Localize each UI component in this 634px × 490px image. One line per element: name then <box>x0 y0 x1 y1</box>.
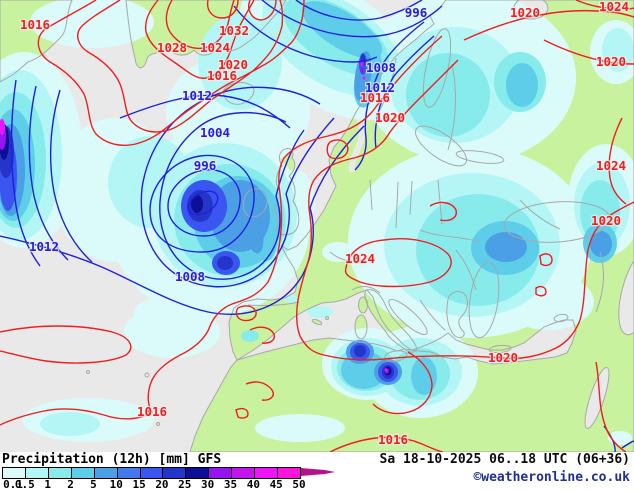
scale-tick-label: 0.5 <box>14 478 35 490</box>
scale-segment <box>48 468 72 478</box>
scale-tick-label: 35 <box>223 478 238 490</box>
isobar-label-1020: 1020 <box>488 350 518 365</box>
isobar-label-1020: 1020 <box>591 213 621 228</box>
scale-tick-label: 10 <box>109 478 123 490</box>
isobar-label-1016: 1016 <box>207 68 237 83</box>
scale-tick-labels: 0.1 0.5 1 2 5 10 15 20 25 30 35 40 45 50 <box>0 478 340 490</box>
isobar-label-1016: 1016 <box>378 432 408 447</box>
scale-tick-label: 40 <box>246 478 260 490</box>
scale-segment <box>117 468 141 478</box>
isobar-label-1016: 1016 <box>360 90 390 105</box>
precipitation-scale <box>2 467 301 479</box>
legend-title: Precipitation (12h) [mm] GFS <box>2 452 222 467</box>
forecast-datetime: Sa 18-10-2025 06..18 UTC (06+36) <box>379 452 630 467</box>
scale-segment <box>71 468 95 478</box>
isobar-label-996: 996 <box>194 158 217 173</box>
scale-overflow-arrow <box>301 468 335 476</box>
copyright-link[interactable]: ©weatheronline.co.uk <box>473 470 630 485</box>
scale-segment <box>140 468 164 478</box>
isobar-label-1020: 1020 <box>596 54 626 69</box>
scale-tick-label: 30 <box>201 478 215 490</box>
scale-segment <box>163 468 187 478</box>
legend-bar: Precipitation (12h) [mm] GFS 0.1 0.5 1 2 5 10… <box>0 452 634 490</box>
scale-segment <box>186 468 210 478</box>
scale-segment <box>3 468 26 478</box>
scale-segment <box>209 468 233 478</box>
scale-tick-label: 2 <box>67 478 74 490</box>
scale-segment <box>25 468 49 478</box>
isobar-label-1012: 1012 <box>365 80 395 95</box>
scale-tick-label: 25 <box>178 478 192 490</box>
scale-tick-label: 20 <box>155 478 169 490</box>
scale-segment <box>255 468 279 478</box>
isobar-label-1024: 1024 <box>596 158 626 173</box>
isobar-label-1020: 1020 <box>375 110 405 125</box>
scale-segment <box>232 468 256 478</box>
isobar-label-1020: 1020 <box>218 57 248 72</box>
scale-tick-label: 1 <box>44 478 51 490</box>
scale-segment <box>278 468 300 478</box>
isobar-label-1012: 1012 <box>29 239 59 254</box>
isobar-label-1032: 1032 <box>219 23 249 38</box>
scale-tick-label: 45 <box>269 478 283 490</box>
isobar-label-1012: 1012 <box>182 88 212 103</box>
scale-tick-label: 50 <box>292 478 306 490</box>
isobar-label-1004: 1004 <box>200 125 230 140</box>
isobar-label-1008: 1008 <box>175 269 205 284</box>
isobar-label-1028: 1028 <box>157 40 187 55</box>
isobar-label-1016: 1016 <box>20 17 50 32</box>
isobar-label-1024: 1024 <box>599 0 629 14</box>
isobars-red <box>0 0 634 452</box>
isobars-blue <box>0 0 634 452</box>
isobar-label-1020: 1020 <box>510 5 540 20</box>
isobar-label-1024: 1024 <box>200 40 230 55</box>
isobar-label-1008: 1008 <box>366 60 396 75</box>
isobar-label-1024: 1024 <box>345 251 375 266</box>
isobar-label-996: 996 <box>405 5 428 20</box>
scale-tick-label: 5 <box>90 478 97 490</box>
scale-segment <box>94 468 118 478</box>
scale-tick-label: 0.1 <box>3 478 23 490</box>
isobar-label-1016: 1016 <box>137 404 167 419</box>
scale-tick-label: 15 <box>132 478 146 490</box>
